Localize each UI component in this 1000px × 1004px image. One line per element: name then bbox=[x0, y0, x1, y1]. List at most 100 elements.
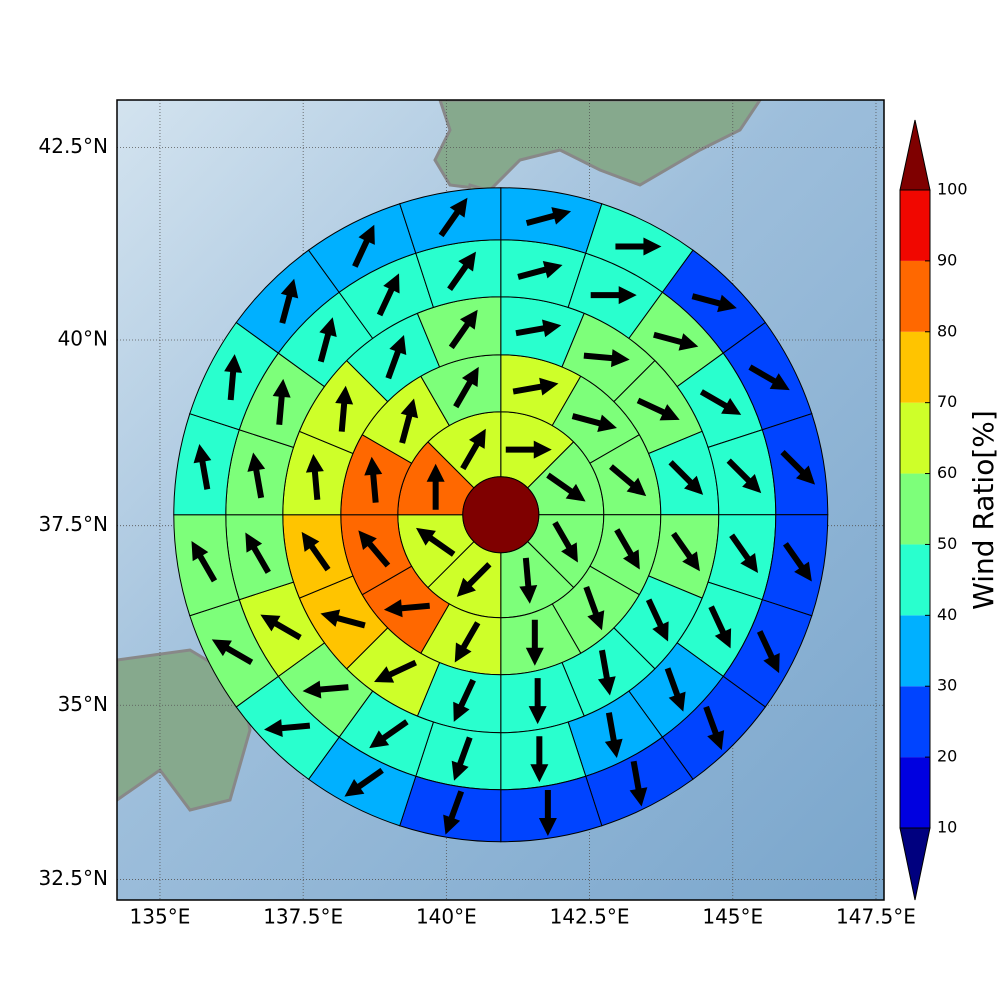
y-tick-label: 35°N bbox=[58, 692, 108, 716]
wind-arrow bbox=[456, 562, 492, 597]
wind-arrow bbox=[517, 261, 563, 280]
wind-arrow bbox=[460, 428, 486, 471]
wind-arrow bbox=[783, 542, 812, 582]
colorbar-bin bbox=[900, 190, 930, 261]
wind-arrow bbox=[583, 349, 630, 368]
colorbar-over bbox=[899, 119, 931, 191]
wind-arrow bbox=[305, 453, 324, 501]
wind-arrow bbox=[538, 790, 557, 837]
wind-arrow bbox=[191, 541, 218, 583]
wind-arrow bbox=[748, 364, 790, 391]
wind-arrow bbox=[447, 251, 476, 292]
wind-arrow bbox=[546, 472, 586, 502]
wind-arrow bbox=[552, 521, 578, 563]
wind-arrow bbox=[629, 760, 648, 807]
colorbar-under bbox=[899, 827, 931, 901]
wind-arrow bbox=[519, 557, 538, 604]
wind-arrow bbox=[653, 331, 699, 351]
wind-arrow bbox=[454, 621, 481, 663]
center-cell bbox=[462, 476, 540, 554]
wind-arrow bbox=[438, 197, 468, 238]
wind-arrow bbox=[385, 335, 407, 380]
wind-arrow bbox=[247, 452, 266, 499]
wind-arrow bbox=[615, 237, 662, 256]
wind-arrow bbox=[224, 354, 243, 401]
colorbar-tick-label: 90 bbox=[937, 250, 957, 269]
wind-arrow bbox=[335, 385, 354, 432]
wind-arrow bbox=[426, 463, 445, 510]
colorbar-tick-label: 70 bbox=[937, 392, 957, 411]
wind-arrow bbox=[691, 293, 737, 313]
colorbar-frame bbox=[899, 189, 931, 829]
western-land bbox=[117, 648, 252, 812]
wind-arrow bbox=[583, 586, 605, 631]
wind-arrow bbox=[703, 705, 725, 751]
colorbar-bin bbox=[900, 544, 930, 616]
wind-arrow bbox=[664, 667, 686, 712]
colorbar-label: Wind Ratio[%] bbox=[967, 410, 1000, 610]
colorbar-tick-label: 100 bbox=[937, 180, 968, 199]
wind-arrow bbox=[729, 533, 759, 573]
wind-arrow bbox=[364, 456, 383, 503]
wind-arrow bbox=[668, 460, 704, 495]
wind-arrow bbox=[708, 605, 732, 649]
wind-arrow bbox=[279, 278, 299, 324]
wind-arrow bbox=[604, 712, 623, 758]
wind-arrow bbox=[505, 440, 552, 459]
wind-arrow bbox=[571, 413, 617, 432]
wind-sectors bbox=[173, 187, 829, 843]
wind-arrow bbox=[264, 719, 311, 738]
wind-arrow bbox=[614, 528, 640, 570]
wind-arrow bbox=[453, 366, 479, 409]
wind-arrow bbox=[525, 619, 544, 666]
x-tick-label: 145°E bbox=[702, 905, 763, 929]
colorbar-bin bbox=[900, 331, 930, 403]
wind-arrow bbox=[699, 389, 742, 415]
wind-arrow bbox=[352, 224, 375, 268]
wind-arrow bbox=[399, 398, 419, 444]
wind-arrow bbox=[193, 444, 212, 490]
wind-arrow bbox=[301, 531, 331, 572]
colorbar-bin bbox=[900, 473, 930, 545]
x-tick-label: 142.5°E bbox=[550, 905, 630, 929]
wind-arrow bbox=[358, 530, 391, 568]
colorbar-bin bbox=[900, 757, 930, 828]
wind-arrow bbox=[374, 659, 417, 683]
wind-arrow bbox=[260, 614, 302, 641]
colorbar-bin bbox=[900, 260, 930, 332]
wind-arrow bbox=[671, 531, 700, 572]
map-area bbox=[117, 100, 884, 900]
wind-arrow bbox=[609, 464, 647, 497]
x-tick-label: 135°E bbox=[130, 905, 191, 929]
wind-arrow bbox=[245, 532, 271, 574]
wind-arrow bbox=[211, 639, 254, 665]
axes: 135°E 137.5°E 140°E 142.5°E 145°E 147.5°E 32.5… bbox=[39, 134, 916, 929]
wind-arrow bbox=[272, 378, 291, 425]
colorbar-tick-label: 60 bbox=[937, 463, 957, 482]
wind-arrow bbox=[525, 207, 572, 227]
wind-arrow bbox=[302, 680, 349, 699]
wind-arrow bbox=[453, 678, 476, 722]
y-tick-label: 32.5°N bbox=[39, 866, 109, 890]
colorbar-bin bbox=[900, 402, 930, 474]
colorbar: 10 20 30 40 50 60 70 80 90 100 bbox=[899, 119, 968, 901]
wind-arrow bbox=[383, 599, 430, 618]
wind-arrows bbox=[191, 197, 816, 837]
colorbar-tick-label: 10 bbox=[937, 818, 957, 837]
colorbar-tick-label: 40 bbox=[937, 605, 957, 624]
wind-arrow bbox=[369, 719, 409, 749]
wind-arrow bbox=[320, 609, 366, 629]
wind-arrow bbox=[448, 309, 478, 350]
y-tick-label: 42.5°N bbox=[39, 134, 109, 158]
wind-arrow bbox=[443, 790, 465, 835]
wind-arrow bbox=[726, 458, 762, 494]
wind-arrow bbox=[645, 598, 669, 642]
wind-arrow bbox=[756, 630, 780, 674]
y-tick-label: 40°N bbox=[58, 326, 108, 350]
wind-arrow bbox=[780, 449, 816, 485]
wind-arrow bbox=[344, 767, 384, 797]
x-tick-label: 147.5°E bbox=[836, 905, 916, 929]
wind-arrow bbox=[415, 527, 456, 557]
colorbar-bin bbox=[900, 615, 930, 687]
